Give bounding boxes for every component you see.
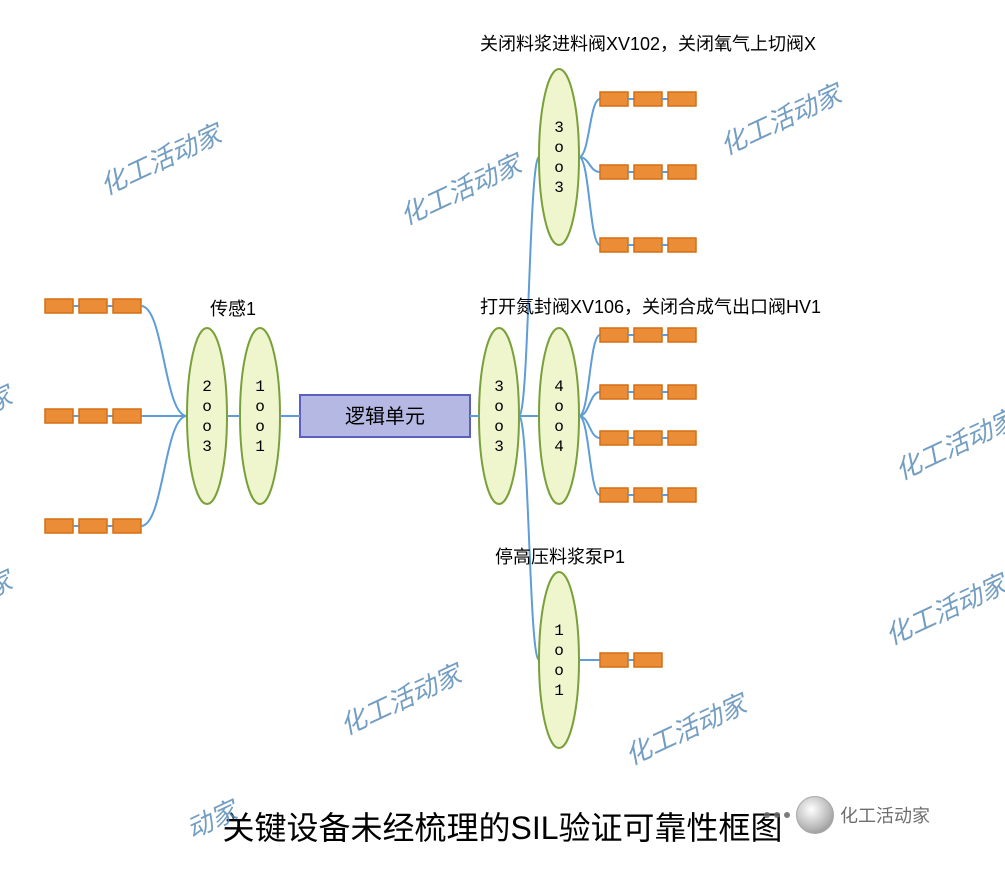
svg-text:o: o: [554, 139, 564, 157]
svg-text:逻辑单元: 逻辑单元: [345, 405, 425, 428]
reliability-block-diagram: 2oo31oo1逻辑单元3oo33oo34oo41oo1: [0, 0, 1005, 820]
sensor-label: 传感1: [210, 295, 256, 321]
svg-text:o: o: [494, 418, 504, 436]
dots-icon: [764, 812, 790, 818]
bot-branch-label: 停高压料浆泵P1: [495, 543, 625, 569]
svg-text:3: 3: [202, 438, 212, 456]
svg-text:1: 1: [255, 438, 265, 456]
logo-circle-icon: [796, 796, 834, 834]
top-branch-label: 关闭料浆进料阀XV102，关闭氧气上切阀X: [480, 30, 816, 56]
svg-text:3: 3: [554, 179, 564, 197]
svg-text:3: 3: [554, 119, 564, 137]
mid-branch-label: 打开氮封阀XV106，关闭合成气出口阀HV1: [480, 293, 821, 319]
svg-text:o: o: [255, 418, 265, 436]
svg-text:o: o: [554, 642, 564, 660]
svg-text:3: 3: [494, 438, 504, 456]
svg-text:4: 4: [554, 438, 564, 456]
svg-text:o: o: [494, 398, 504, 416]
svg-text:3: 3: [494, 378, 504, 396]
svg-text:o: o: [554, 662, 564, 680]
svg-text:1: 1: [554, 682, 564, 700]
footer-label: 化工活动家: [840, 802, 930, 828]
svg-text:o: o: [202, 398, 212, 416]
svg-text:o: o: [554, 398, 564, 416]
svg-text:o: o: [202, 418, 212, 436]
footer-logo: 化工活动家: [764, 796, 930, 834]
svg-text:o: o: [255, 398, 265, 416]
svg-text:o: o: [554, 418, 564, 436]
svg-text:1: 1: [255, 378, 265, 396]
svg-text:o: o: [554, 159, 564, 177]
svg-text:2: 2: [202, 378, 212, 396]
svg-text:1: 1: [554, 622, 564, 640]
svg-text:4: 4: [554, 378, 564, 396]
